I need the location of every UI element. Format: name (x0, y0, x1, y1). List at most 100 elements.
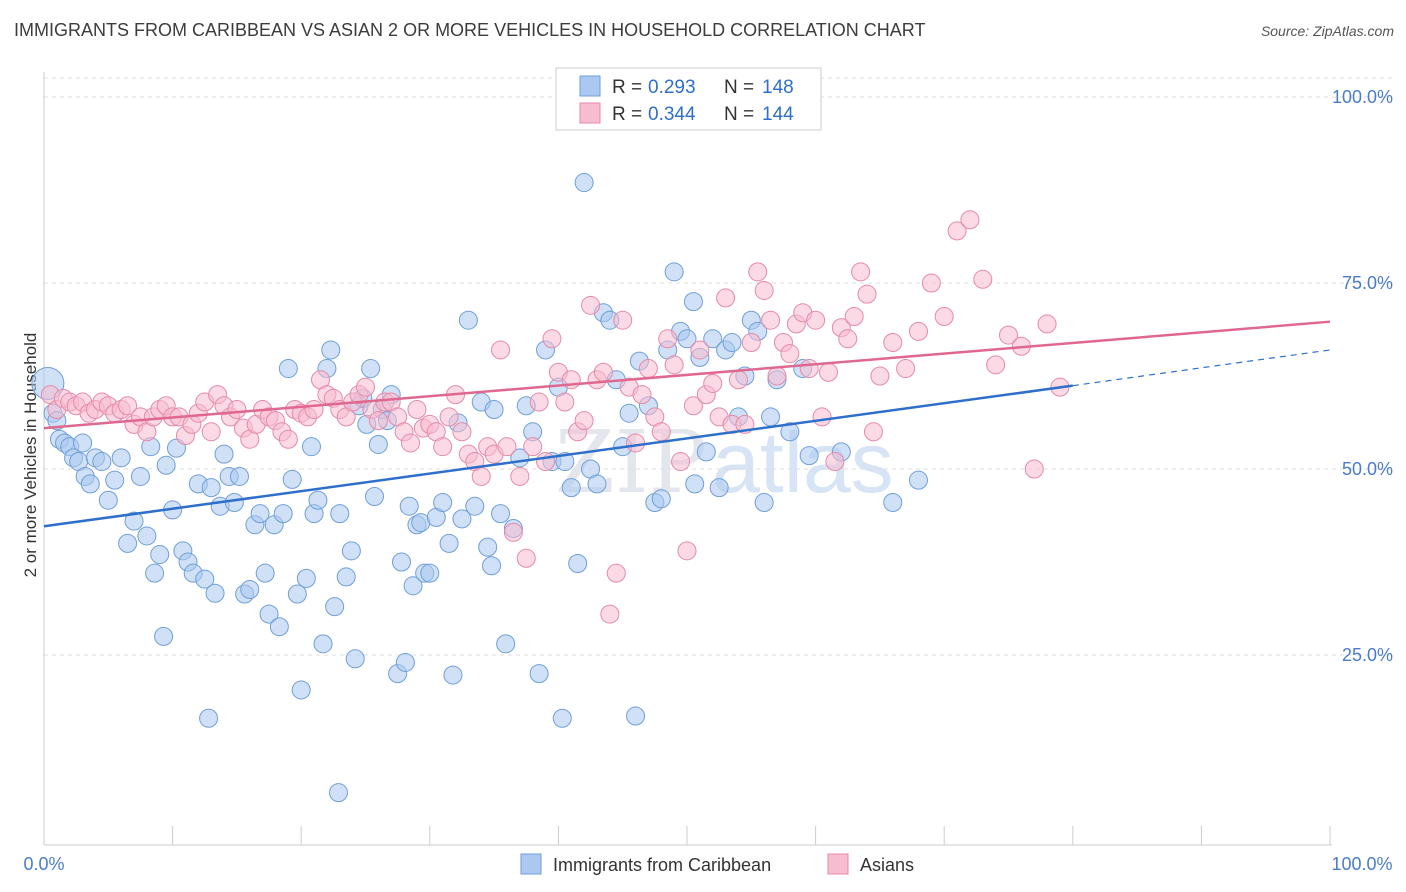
legend-swatch-caribbean (579, 75, 601, 97)
asians-point (921, 273, 941, 293)
caribbean-trend-line (43, 384, 1073, 528)
caribbean-point (201, 478, 221, 498)
asians-point (118, 396, 138, 416)
asians-point (825, 452, 845, 472)
asians-point (690, 340, 710, 360)
asians-point (536, 452, 556, 472)
caribbean-point (341, 541, 361, 561)
caribbean-point (278, 359, 298, 379)
caribbean-point (433, 492, 453, 512)
y-tick-label: 75.0% (1342, 273, 1393, 293)
asians-point (523, 437, 543, 457)
caribbean-point (255, 563, 275, 583)
caribbean-point (145, 563, 165, 583)
caribbean-point (552, 708, 572, 728)
caribbean-point (195, 569, 215, 589)
caribbean-point (118, 533, 138, 553)
y-tick-label: 25.0% (1342, 645, 1393, 665)
y-axis-title: 2 or more Vehicles in Household (21, 333, 40, 578)
legend-r-value-caribbean: 0.293 (648, 77, 696, 98)
caribbean-point (273, 504, 293, 524)
asians-point (626, 433, 646, 453)
bottom-legend-swatch-caribbean (520, 853, 542, 875)
asians-point (664, 355, 684, 375)
caribbean-point (403, 576, 423, 596)
asians-point (658, 329, 678, 349)
caribbean-point (709, 478, 729, 498)
caribbean-point (420, 563, 440, 583)
asians-point (780, 344, 800, 364)
asians-point (407, 399, 427, 419)
asians-point (542, 329, 562, 349)
asians-point (368, 411, 388, 431)
caribbean-point (224, 492, 244, 512)
caribbean-point (703, 329, 723, 349)
caribbean-point (491, 504, 511, 524)
caribbean-point (478, 537, 498, 557)
asians-point (883, 333, 903, 353)
caribbean-point (458, 310, 478, 330)
bottom-legend: Immigrants from Caribbean Asians (520, 853, 914, 875)
asians-point (401, 433, 421, 453)
series-asians-points (40, 210, 1070, 624)
caribbean-point (443, 665, 463, 685)
asians-point (529, 392, 549, 412)
caribbean-point (269, 617, 289, 637)
caribbean-point (345, 649, 365, 669)
asians-point (632, 385, 652, 405)
caribbean-point (240, 580, 260, 600)
source-note: Source: ZipAtlas.com (1260, 23, 1394, 39)
caribbean-point (555, 452, 575, 472)
asians-point (677, 541, 697, 561)
asians-point (767, 366, 787, 386)
caribbean-point (561, 478, 581, 498)
caribbean-point (685, 474, 705, 494)
asians-point (471, 466, 491, 486)
caribbean-point (205, 583, 225, 603)
asians-point (1024, 459, 1044, 479)
legend-n-value-caribbean: 148 (762, 77, 794, 98)
legend-n-label: N = (724, 104, 754, 125)
caribbean-point (365, 487, 385, 507)
caribbean-point (619, 403, 639, 423)
asians-point (613, 310, 633, 330)
caribbean-point (287, 584, 307, 604)
caribbean-point (98, 490, 118, 510)
caribbean-point (696, 442, 716, 462)
bottom-legend-swatch-asians (827, 853, 849, 875)
asians-point (838, 329, 858, 349)
asians-point (497, 437, 517, 457)
trend-lines (43, 320, 1331, 528)
caribbean-point (325, 597, 345, 617)
caribbean-point (130, 466, 150, 486)
caribbean-point (73, 433, 93, 453)
caribbean-point (296, 568, 316, 588)
asians-point (356, 377, 375, 397)
caribbean-point (111, 448, 131, 468)
caribbean-point (496, 634, 516, 654)
asians-point (555, 392, 575, 412)
y-tick-label: 50.0% (1342, 459, 1393, 479)
asians-point (651, 422, 671, 442)
asians-point (201, 422, 221, 442)
caribbean-point (568, 553, 588, 573)
asians-point (304, 399, 324, 419)
caribbean-point (361, 359, 381, 379)
asians-point (863, 422, 883, 442)
legend-n-value-asians: 144 (762, 104, 794, 125)
gridlines (44, 77, 1395, 656)
asians-point (1037, 314, 1057, 334)
caribbean-point (229, 466, 249, 486)
caribbean-point (137, 526, 157, 546)
asians-point (433, 437, 453, 457)
asians-point (574, 411, 594, 431)
asians-point (491, 340, 511, 360)
asians-point (754, 280, 774, 300)
caribbean-point (754, 492, 774, 512)
caribbean-point (282, 469, 302, 489)
caribbean-point (664, 262, 684, 282)
asians-point (600, 604, 620, 624)
caribbean-point (626, 706, 646, 726)
asians-trend-line (43, 320, 1331, 430)
caribbean-point (308, 490, 328, 510)
